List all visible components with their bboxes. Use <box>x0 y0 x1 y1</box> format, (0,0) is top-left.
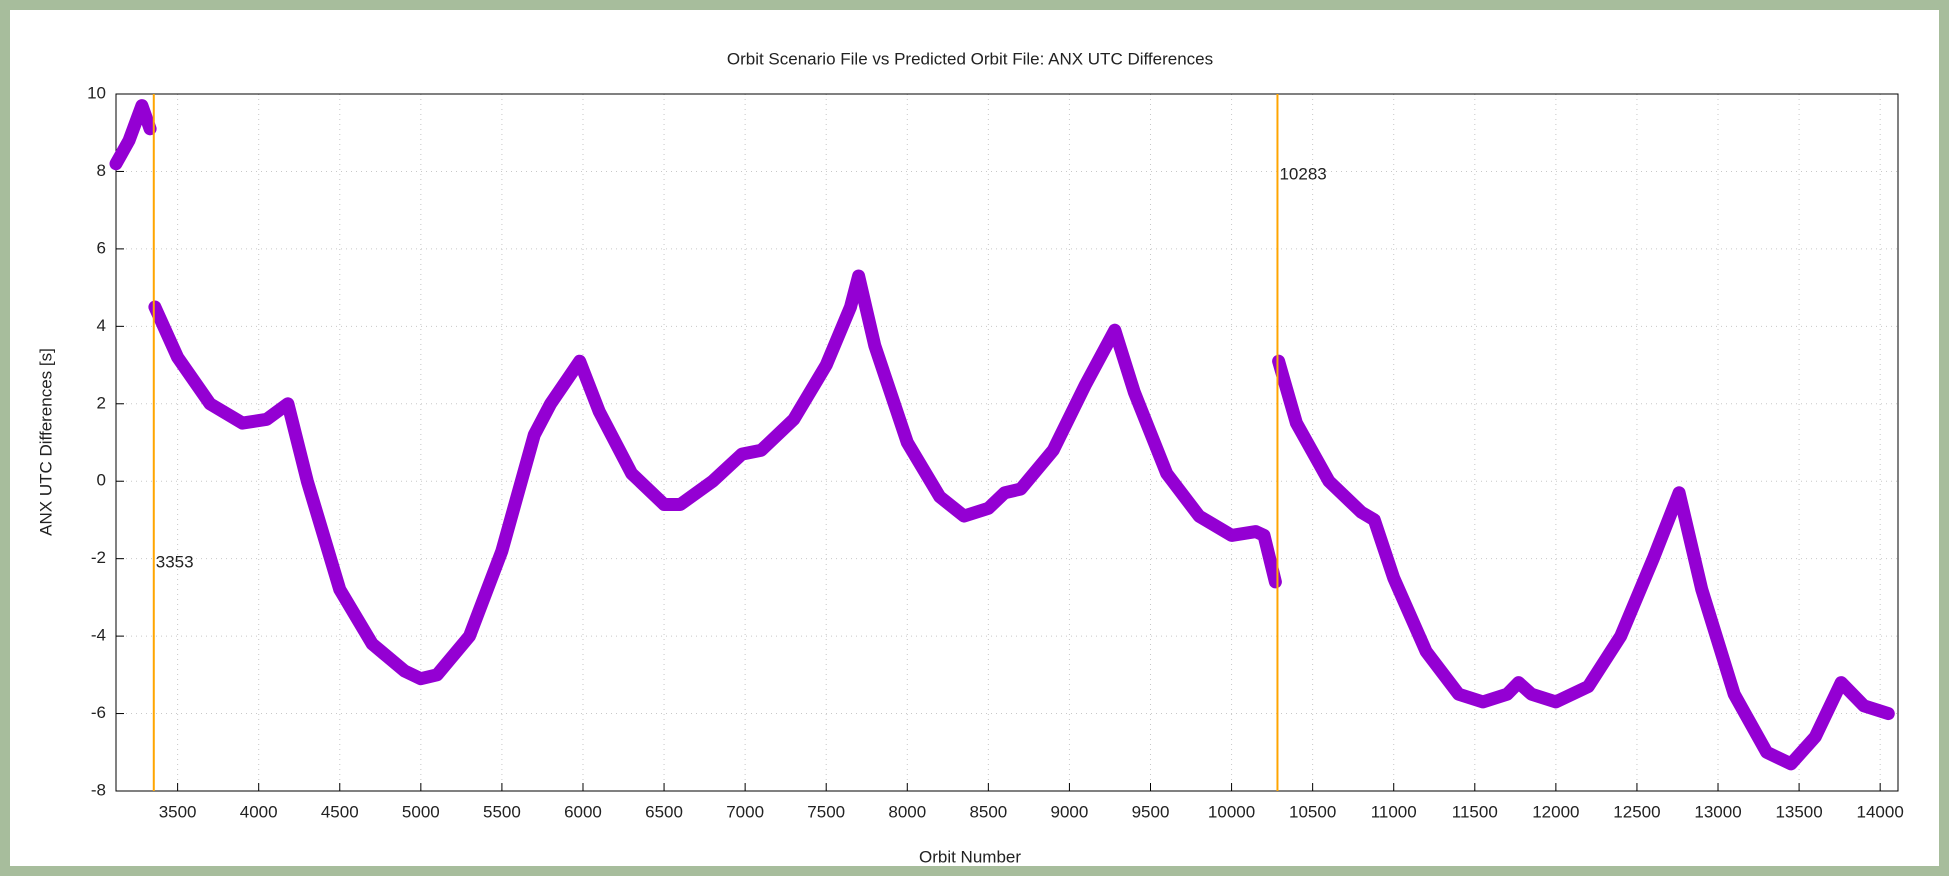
y-tick-label: 0 <box>97 471 106 490</box>
marker-label: 10283 <box>1279 164 1326 183</box>
x-tick-label: 5500 <box>483 802 521 821</box>
x-axis-label: Orbit Number <box>919 847 1021 866</box>
y-tick-label: 2 <box>97 393 106 412</box>
x-tick-label: 10000 <box>1208 802 1255 821</box>
y-tick-label: -6 <box>91 703 106 722</box>
y-tick-label: -4 <box>91 626 106 645</box>
y-tick-label: -2 <box>91 548 106 567</box>
x-tick-label: 8500 <box>969 802 1007 821</box>
x-tick-label: 4000 <box>240 802 278 821</box>
x-tick-label: 13000 <box>1694 802 1741 821</box>
x-tick-label: 5000 <box>402 802 440 821</box>
x-tick-label: 3500 <box>159 802 197 821</box>
x-tick-label: 12500 <box>1613 802 1660 821</box>
plot-border <box>115 93 1899 792</box>
marker-label: 3353 <box>156 552 194 571</box>
chart: Orbit Scenario File vs Predicted Orbit F… <box>36 49 1904 866</box>
x-tick-label: 9000 <box>1051 802 1089 821</box>
data-line <box>109 99 1895 771</box>
y-tick-label: 6 <box>97 238 106 257</box>
x-tick-label: 13500 <box>1775 802 1822 821</box>
x-tick-label: 4500 <box>321 802 359 821</box>
x-tick-label: 11000 <box>1371 802 1417 821</box>
y-tick-label: 4 <box>97 316 106 335</box>
x-tick-label: 6000 <box>564 802 602 821</box>
y-tick-label: 10 <box>87 83 106 102</box>
x-tick-label: 11500 <box>1452 802 1498 821</box>
y-tick-label: 8 <box>97 161 106 180</box>
frame: Orbit Scenario File vs Predicted Orbit F… <box>10 10 1939 866</box>
x-tick-label: 12000 <box>1532 802 1579 821</box>
x-tick-label: 14000 <box>1857 802 1904 821</box>
y-axis-label: ANX UTC Differences [s] <box>36 348 55 536</box>
x-tick-label: 8000 <box>888 802 926 821</box>
x-tick-label: 7500 <box>807 802 845 821</box>
x-tick-label: 6500 <box>645 802 683 821</box>
y-tick-label: -8 <box>91 780 106 799</box>
x-tick-label: 9500 <box>1132 802 1170 821</box>
x-tick-label: 7000 <box>726 802 764 821</box>
x-tick-label: 10500 <box>1289 802 1336 821</box>
chart-title: Orbit Scenario File vs Predicted Orbit F… <box>727 49 1213 68</box>
